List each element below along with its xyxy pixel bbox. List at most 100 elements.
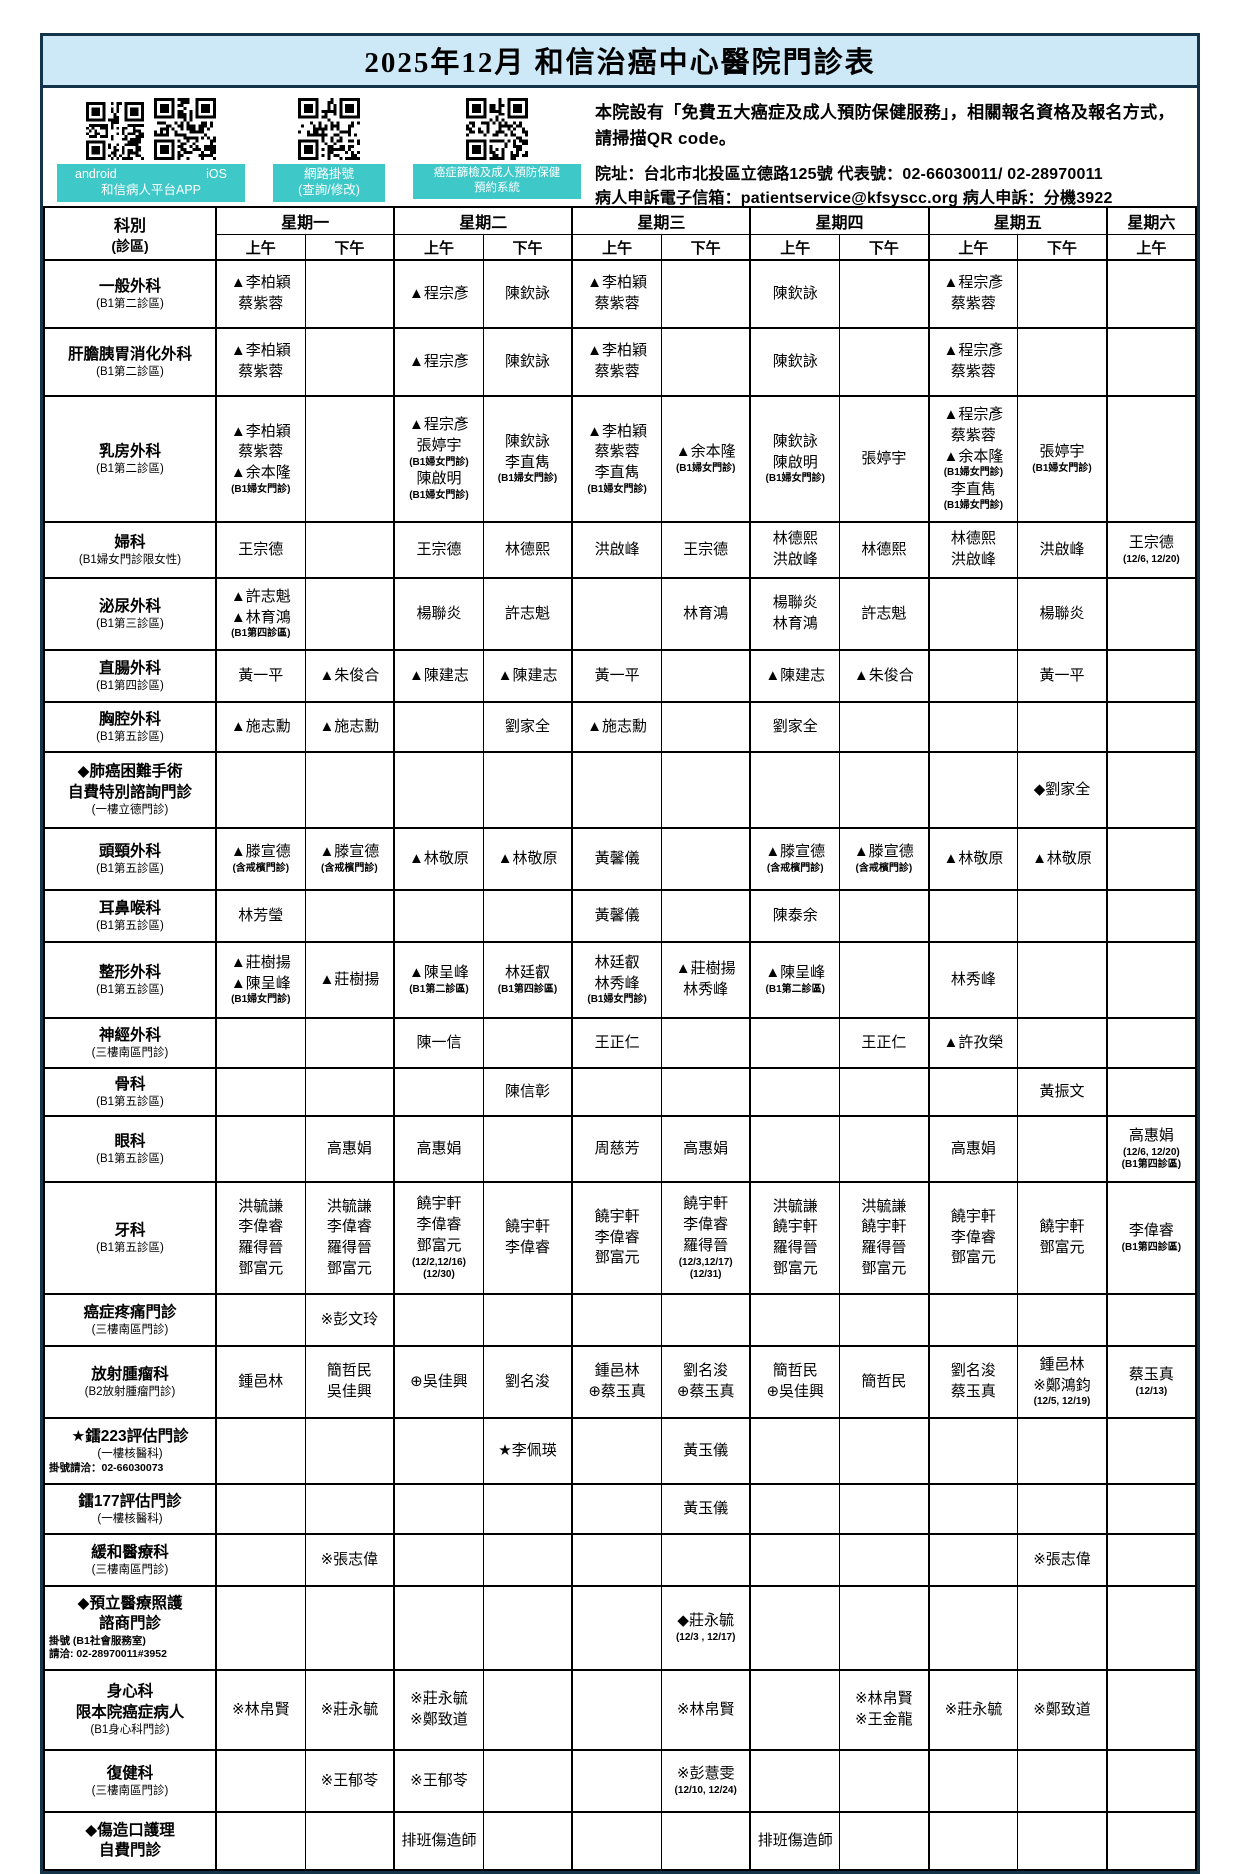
cell-annotation: (含戒檳門診) (855, 863, 913, 875)
dept-cell: ◆傷造口護理 自費門診 (43, 1811, 217, 1871)
schedule-cell: ▲林敬原 (1017, 827, 1108, 891)
doctor-name: 簡哲民 (326, 1362, 372, 1380)
schedule-cell (393, 1417, 484, 1485)
doctor-name: 黃馨儀 (594, 906, 640, 924)
schedule-cell: 林廷叡 (B1第四診區) (482, 941, 573, 1019)
day-header: 星期二 (393, 206, 573, 235)
schedule-cell: ▲陳建志 (482, 649, 573, 703)
schedule-cell (1105, 1017, 1197, 1069)
header-section: android iOS 和信病人平台APP 網路掛號 (查詢/修改) (43, 88, 1197, 207)
dept-name: ◆預立醫療照護 (77, 1594, 183, 1612)
schedule-cell: ★李佩瑛 (482, 1417, 573, 1485)
schedule-cell: ▲莊樹揚 林秀峰 (660, 941, 751, 1019)
doctor-name: ※林帛賢 (855, 1690, 913, 1708)
doctor-name: 饒宇軒 (1039, 1218, 1085, 1236)
schedule-cell (482, 1115, 573, 1183)
schedule-cell: 許志魁 (839, 577, 930, 651)
clinic-schedule-page: 2025年12月 和信治癌中心醫院門診表 android iOS 和信病人平台A… (40, 33, 1200, 1874)
dept-area: (B1第五診區) (96, 1242, 164, 1255)
doctor-name: 劉名浚 (683, 1362, 729, 1380)
doctor-name: 黃馨儀 (594, 849, 640, 867)
dept-cell: 一般外科 (B1第二診區) (43, 259, 217, 329)
doctor-name: ▲許志魁 (230, 588, 291, 606)
schedule-cell: ※林帛賢 (660, 1669, 751, 1751)
schedule-cell: 簡哲民 ⊕吳佳興 (749, 1345, 841, 1419)
doctor-name: 高惠娟 (326, 1139, 372, 1157)
cell-annotation: (含戒檳門診) (766, 863, 824, 875)
schedule-cell (660, 889, 751, 943)
dept-area: (B2放射腫瘤門診) (84, 1386, 176, 1399)
schedule-cell: 洪毓謙 饒宇軒 羅得晉 鄧富元 (749, 1181, 841, 1295)
table-row: 眼科 (B1第五診區) 高惠娟 高惠娟 周慈芳 高惠娟 高惠娟 高惠娟 (12/6, 12/20… (43, 1115, 1197, 1183)
schedule-cell: 陳信彰 (482, 1067, 573, 1117)
schedule-cell (393, 1585, 484, 1671)
table-row: 緩和醫療科 (三樓南區門診) ※張志偉 ※張志偉 (43, 1533, 1197, 1587)
doctor-name: 鄧富元 (861, 1259, 907, 1277)
doctor-name: 李偉睿 (238, 1218, 284, 1236)
doctor-name: 蔡紫蓉 (950, 363, 996, 380)
schedule-cell: 黃馨儀 (571, 827, 662, 891)
schedule-cell (304, 1417, 395, 1485)
schedule-cell: ▲程宗彥 張婷宇 (B1婦女門診) 陳啟明 (B1婦女門診) (393, 395, 484, 523)
schedule-cell: 林芳瑩 (214, 889, 306, 943)
table-row: 泌尿外科 (B1第三診區) ▲許志魁 ▲林育鴻 (B1第四診區) 楊聯炎 許志魁 林育鴻 楊聯炎… (43, 577, 1197, 651)
doctor-name: 李偉睿 (950, 1228, 996, 1246)
schedule-cell (660, 327, 751, 397)
day-header: 星期一 (214, 206, 395, 235)
schedule-cell: 鍾邑林 ⊕蔡玉真 (571, 1345, 662, 1419)
schedule-cell: 陳欽詠 (749, 259, 841, 329)
schedule-cell: 陳一信 (393, 1017, 484, 1069)
doctor-name: ▲余本隆 (230, 464, 291, 482)
schedule-cell: 張婷宇 (839, 395, 930, 523)
dept-cell: 緩和醫療科 (三樓南區門診) (43, 1533, 217, 1587)
schedule-cell: ※林帛賢 ※王金龍 (839, 1669, 930, 1751)
doctor-name: 楊聯炎 (772, 594, 818, 612)
cell-annotation: (B1婦女門診) (1032, 463, 1092, 475)
schedule-cell (660, 1811, 751, 1871)
dept-note: 掛號請洽：02-66030073 (49, 1461, 164, 1474)
slot-header: 下午 (839, 234, 930, 261)
cell-annotation: (12/6, 12/20) (1123, 554, 1180, 566)
schedule-cell (1105, 701, 1197, 753)
doctor-name: 黃一平 (238, 666, 284, 684)
table-row: 整形外科 (B1第五診區) ▲莊樹揚 ▲陳呈峰 (B1婦女門診) ▲莊樹揚 ▲陳呈峰 (B1第… (43, 941, 1197, 1019)
schedule-cell (927, 649, 1019, 703)
qr-group-patient-app: android iOS 和信病人平台APP (57, 98, 245, 202)
schedule-cell (1017, 701, 1108, 753)
doctor-name: 鄧富元 (1039, 1239, 1085, 1256)
doctor-name: 林秀峰 (683, 981, 729, 998)
schedule-cell (214, 1811, 306, 1871)
doctor-name: 陳欽詠 (772, 352, 818, 370)
doctor-name: 饒宇軒 (772, 1218, 818, 1236)
dept-area: (B1婦女門診限女性) (78, 554, 182, 567)
schedule-cell: 李偉睿 (B1第四診區) (1105, 1181, 1197, 1295)
schedule-cell (749, 1669, 841, 1751)
cell-annotation: (B1第二診區) (409, 984, 469, 996)
doctor-name: 陳一信 (416, 1033, 462, 1051)
doctor-name: 李偉睿 (594, 1228, 640, 1246)
doctor-name: 鍾邑林 (594, 1362, 640, 1380)
doctor-name: 簡哲民 (772, 1362, 818, 1380)
schedule-cell (571, 1293, 662, 1347)
doctor-name: 陳啟明 (772, 453, 818, 471)
schedule-cell: 王宗德 (12/6, 12/20) (1105, 521, 1197, 579)
cell-annotation: (B1婦女門診) (231, 483, 291, 495)
schedule-cell: ▲滕宣德 (含戒檳門診) (304, 827, 395, 891)
cell-annotation: (B1婦女門診) (765, 473, 825, 485)
schedule-cell (393, 701, 484, 753)
qr-label-web-booking: 網路掛號 (查詢/修改) (273, 164, 385, 202)
cell-annotation: (B1婦女門診) (231, 994, 291, 1006)
schedule-cell (1105, 1067, 1197, 1117)
schedule-cell (660, 259, 751, 329)
schedule-cell (839, 751, 930, 829)
doctor-name: 蔡紫蓉 (594, 443, 640, 461)
doctor-name: 陳欽詠 (505, 284, 551, 302)
doctor-name: ▲程宗彥 (409, 352, 469, 370)
table-row: 放射腫瘤科 (B2放射腫瘤門診) 鍾邑林 簡哲民 吳佳興 ⊕吳佳興 劉名浚 鍾邑林 ⊕蔡玉真 劉名… (43, 1345, 1197, 1419)
cell-annotation: (B1婦女門診) (943, 500, 1004, 512)
doctor-name: 張婷宇 (416, 437, 462, 455)
dept-area: (B1第二診區) (96, 366, 164, 379)
doctor-name: 王宗德 (238, 540, 284, 558)
schedule-cell (304, 889, 395, 943)
doctor-name: ▲陳建志 (409, 666, 469, 684)
